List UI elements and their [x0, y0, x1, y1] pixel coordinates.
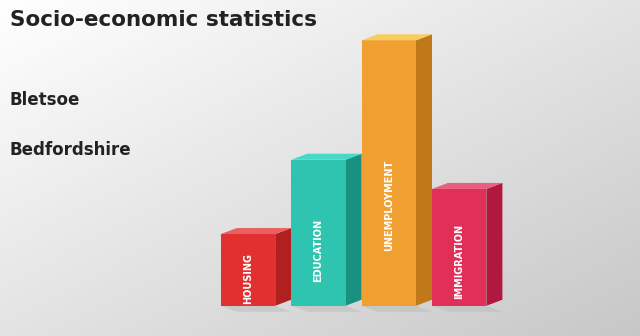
- Polygon shape: [221, 234, 275, 306]
- Text: Bletsoe: Bletsoe: [10, 91, 80, 109]
- Text: UNEMPLOYMENT: UNEMPLOYMENT: [384, 159, 394, 251]
- Text: IMMIGRATION: IMMIGRATION: [454, 224, 464, 299]
- Polygon shape: [362, 40, 416, 306]
- Polygon shape: [432, 183, 502, 189]
- Polygon shape: [486, 183, 502, 306]
- Polygon shape: [221, 228, 291, 234]
- Polygon shape: [432, 306, 502, 312]
- Polygon shape: [291, 154, 362, 160]
- Polygon shape: [346, 154, 362, 306]
- Polygon shape: [291, 160, 346, 306]
- Polygon shape: [416, 34, 432, 306]
- Polygon shape: [432, 189, 486, 306]
- Polygon shape: [291, 306, 362, 312]
- Text: EDUCATION: EDUCATION: [314, 219, 323, 282]
- Polygon shape: [221, 306, 291, 312]
- Text: HOUSING: HOUSING: [243, 253, 253, 304]
- Polygon shape: [362, 306, 432, 312]
- Text: Socio-economic statistics: Socio-economic statistics: [10, 10, 317, 30]
- Polygon shape: [275, 228, 291, 306]
- Text: Bedfordshire: Bedfordshire: [10, 141, 131, 159]
- Polygon shape: [362, 34, 432, 40]
